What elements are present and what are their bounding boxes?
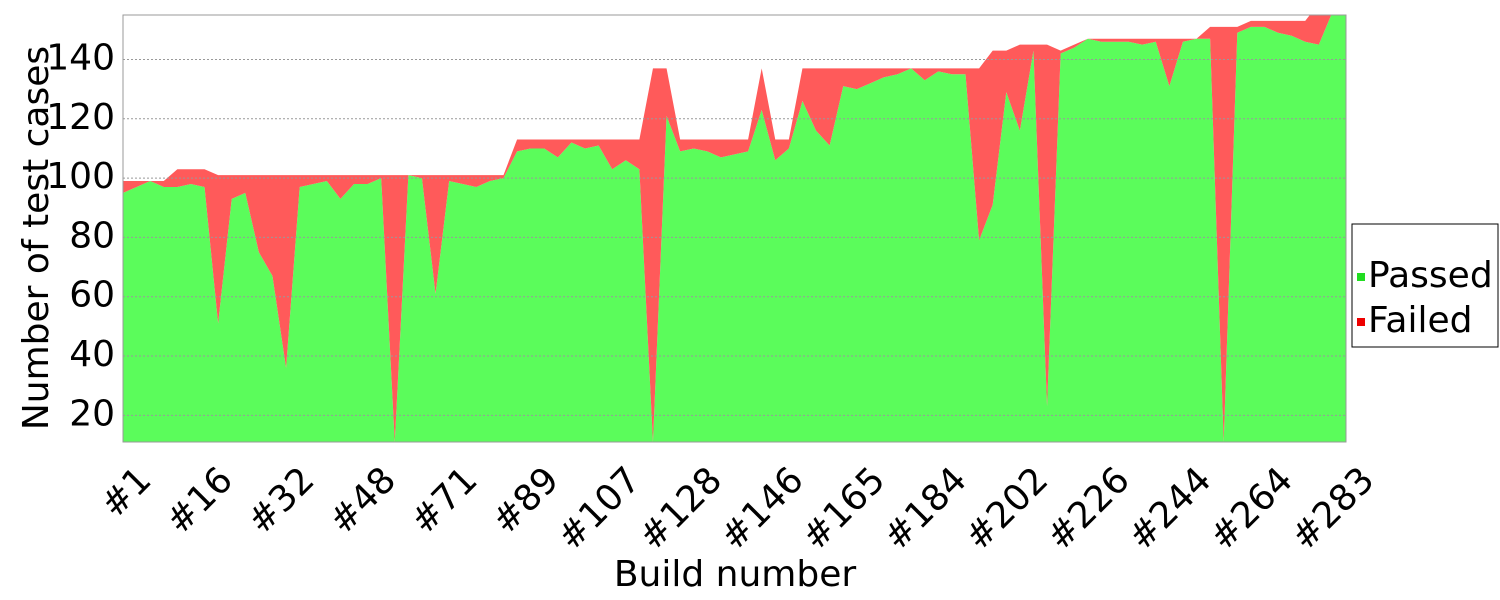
x-tick-label: #107	[550, 459, 649, 558]
x-tick-label: #128	[631, 459, 730, 558]
x-tick-label: #16	[158, 459, 241, 542]
x-tick-label: #264	[1202, 459, 1301, 558]
x-tick-label: #71	[403, 459, 486, 542]
x-tick-label: #244	[1120, 459, 1219, 558]
x-tick-label: #283	[1284, 459, 1383, 558]
legend-swatch	[1357, 318, 1365, 326]
x-tick-label: #165	[794, 459, 893, 558]
y-tick-label: 100	[46, 156, 115, 197]
x-tick-label: #48	[321, 459, 404, 542]
x-tick-label: #32	[240, 459, 323, 542]
y-tick-label: 80	[69, 215, 115, 256]
x-tick-label: #226	[1039, 459, 1138, 558]
legend-label: Passed	[1368, 255, 1493, 296]
x-tick-label: #202	[957, 459, 1056, 558]
plot-area	[123, 15, 1346, 442]
legend-swatch	[1357, 273, 1365, 281]
x-tick-label: #146	[713, 459, 812, 558]
area	[123, 15, 1346, 442]
y-tick-label: 40	[69, 334, 115, 375]
y-tick-label: 140	[46, 37, 115, 78]
legend-label: Failed	[1368, 300, 1472, 341]
legend-box	[1351, 223, 1499, 348]
plot-border	[122, 14, 1347, 443]
y-axis-title: Number of test cases	[16, 46, 57, 430]
x-axis-title: Build number	[614, 554, 857, 595]
x-tick-label: #184	[876, 459, 975, 558]
y-tick-label: 120	[46, 97, 115, 138]
x-tick-label: #1	[93, 459, 160, 526]
y-tick-label: 20	[69, 393, 115, 434]
y-tick-label: 60	[69, 275, 115, 316]
